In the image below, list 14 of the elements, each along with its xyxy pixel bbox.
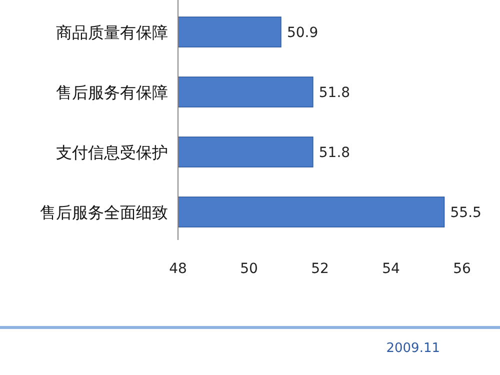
x-tick-label: 52	[311, 261, 329, 277]
text: 2009.11	[386, 341, 440, 356]
data-label: 50.9	[286, 25, 318, 41]
data-label: 55.5	[450, 205, 482, 221]
x-tick-label: 56	[453, 261, 471, 277]
x-tick-label: 54	[382, 261, 400, 277]
x-tick-label: 48	[169, 261, 187, 277]
y-tick-label: 商品质量有保障	[56, 23, 168, 42]
data-label: 51.8	[318, 85, 350, 101]
x-tick-label: 50	[240, 261, 258, 277]
data-label: 51.8	[318, 145, 350, 161]
y-tick-label: 售后服务有保障	[56, 83, 168, 102]
y-tick-label: 支付信息受保护	[56, 143, 168, 162]
y-tick-label: 售后服务全面细致	[40, 203, 168, 222]
